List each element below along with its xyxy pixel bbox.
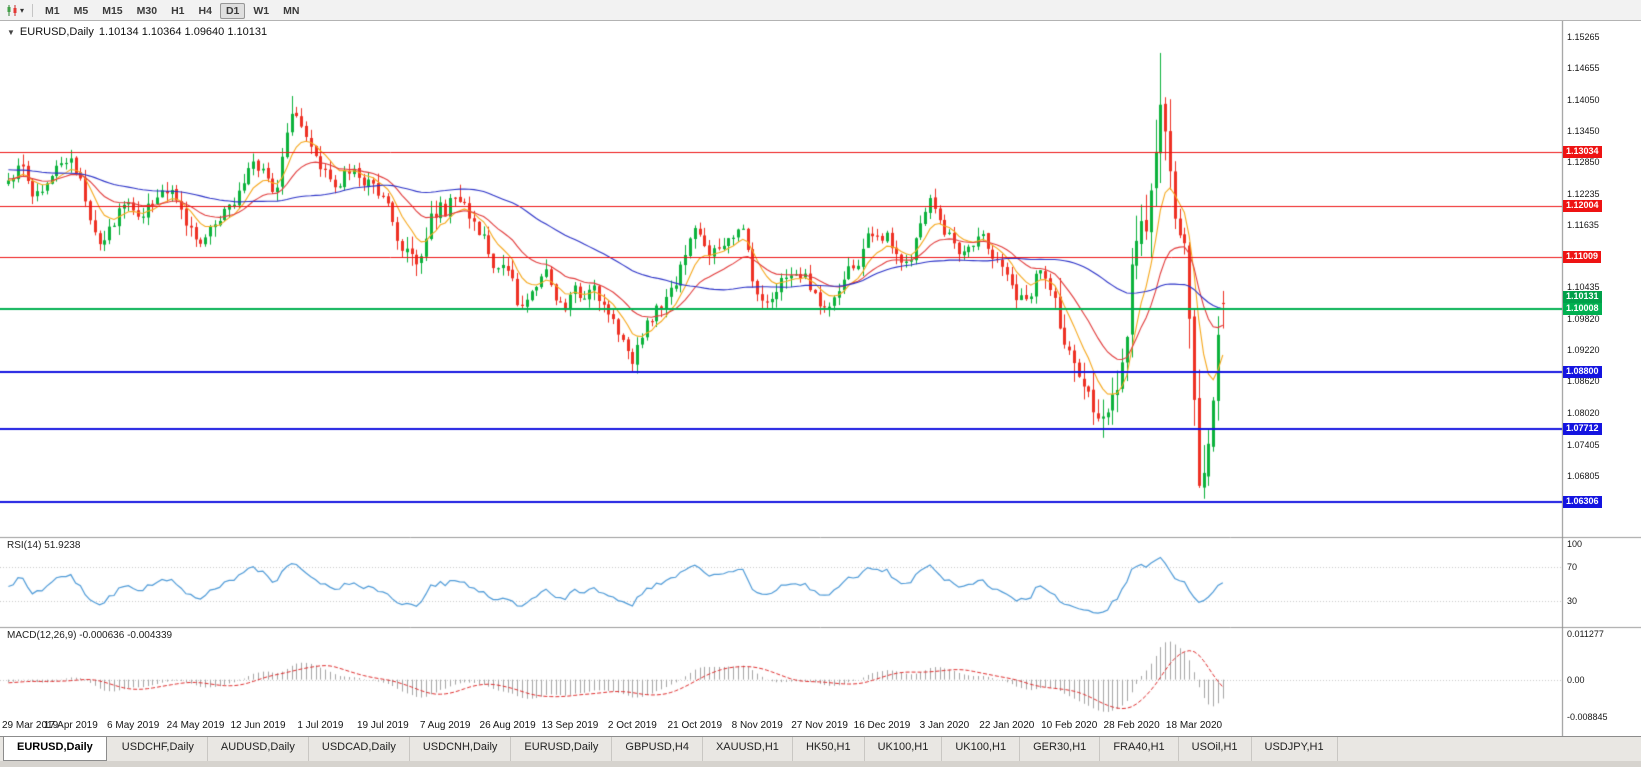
date-label: 18 Mar 2020 [1165,720,1223,731]
tf-button-m30[interactable]: M30 [136,5,158,17]
price-line-label: 1.10008 [1563,303,1602,315]
tab-gbpusd-h4[interactable]: GBPUSD,H4 [612,737,703,761]
date-label: 17 Apr 2019 [43,720,98,731]
tf-button-h1[interactable]: H1 [171,5,185,17]
tf-button-m5[interactable]: M5 [73,5,89,17]
date-label: 16 Dec 2019 [853,720,911,731]
tf-button-h4[interactable]: H4 [198,5,212,17]
tf-button-m15[interactable]: M15 [102,5,123,17]
price-axis-tick: 1.09820 [1567,314,1600,324]
price-axis-tick: 1.10435 [1567,282,1600,292]
date-label: 29 Mar 2019 [2,720,59,731]
chart-symbol: EURUSD,Daily [19,26,94,38]
timeframe-buttons: M1 M5 M15 M30 H1 H4 D1 W1 MN [38,1,306,19]
tab-fra40-h1[interactable]: FRA40,H1 [1100,737,1179,761]
tab-usdchf-daily[interactable]: USDCHF,Daily [109,737,208,761]
price-axis-tick: 1.15265 [1567,32,1600,42]
date-label: 8 Nov 2019 [731,720,783,731]
date-label: 13 Sep 2019 [541,720,599,731]
price-axis-tick: 1.07405 [1567,440,1600,450]
tab-uk100-h1[interactable]: UK100,H1 [942,737,1021,761]
date-label: 6 May 2019 [107,720,160,731]
rsi-axis-tick: 30 [1567,596,1578,606]
date-label: 12 Jun 2019 [230,720,286,731]
price-axis-tick: 1.09220 [1567,345,1600,355]
price-axis-tick: 1.08020 [1567,408,1600,418]
macd-axis-tick: 0.00 [1567,675,1585,685]
price-line-label: 1.06306 [1563,496,1602,508]
tab-usdcad-daily[interactable]: USDCAD,Daily [309,737,410,761]
toolbar-separator [32,3,34,17]
price-line-label: 1.13034 [1563,146,1602,158]
price-axis-tick: 1.08620 [1567,376,1600,386]
tf-button-d1[interactable]: D1 [219,3,246,19]
date-label: 26 Aug 2019 [479,720,536,731]
tab-eurusd-daily[interactable]: EURUSD,Daily [3,737,107,761]
current-price-label: 1.10131 [1563,291,1602,303]
date-label: 27 Nov 2019 [791,720,848,731]
chart-window: ▼ EURUSD,Daily 1.10134 1.10364 1.09640 1… [0,20,1641,737]
rsi-axis-tick: 70 [1567,562,1578,572]
axis-labels: 1.15265 1.14655 1.14050 1.13450 1.12850 1.122… [0,21,1641,737]
tab-usoil-h1[interactable]: USOil,H1 [1179,737,1252,761]
macd-axis-tick: 0.011277 [1567,629,1604,639]
price-line-label: 1.07712 [1563,423,1602,435]
price-line-label: 1.11009 [1563,251,1602,263]
chart-type-icon[interactable]: ▾ [3,3,27,18]
rsi-axis-tick: 100 [1567,539,1583,549]
price-axis-tick: 1.14655 [1567,63,1600,73]
symbol-dropdown-icon[interactable]: ▼ [7,27,15,37]
price-line-label: 1.08800 [1563,366,1602,378]
tab-audusd-daily[interactable]: AUDUSD,Daily [208,737,309,761]
date-label: 21 Oct 2019 [667,720,723,731]
price-axis-tick: 1.06805 [1567,471,1600,481]
price-axis-tick: 1.12235 [1567,189,1600,199]
date-label: 22 Jan 2020 [979,720,1035,731]
tab-eurusd-daily[interactable]: EURUSD,Daily [511,737,613,761]
tf-button-w1[interactable]: W1 [253,5,270,17]
price-axis-tick: 1.11635 [1567,220,1599,230]
macd-axis-tick: -0.008845 [1567,712,1608,722]
date-label: 10 Feb 2020 [1041,720,1098,731]
date-label: 1 Jul 2019 [297,720,344,731]
price-axis-tick: 1.14050 [1567,95,1600,105]
chart-ohlc: 1.10134 1.10364 1.09640 1.10131 [98,26,268,38]
tab-uk100-h1[interactable]: UK100,H1 [865,737,943,761]
price-line-label: 1.12004 [1563,200,1602,212]
price-axis-tick: 1.13450 [1567,126,1600,136]
chevron-down-icon: ▾ [20,5,25,15]
date-label: 2 Oct 2019 [607,720,657,731]
tab-hk50-h1[interactable]: HK50,H1 [793,737,865,761]
chart-title: ▼ EURUSD,Daily 1.10134 1.10364 1.09640 1… [7,26,267,38]
tab-usdjpy-h1[interactable]: USDJPY,H1 [1252,737,1338,761]
candlestick-icon [7,4,17,16]
tf-button-m1[interactable]: M1 [45,5,60,17]
price-chart-canvas[interactable] [0,21,1641,737]
tab-ger30-h1[interactable]: GER30,H1 [1020,737,1101,761]
price-axis-tick: 1.12850 [1567,157,1600,167]
chart-tab-bar: EURUSD,Daily USDCHF,Daily AUDUSD,Daily USDC… [0,736,1641,761]
tab-xauusd-h1[interactable]: XAUUSD,H1 [703,737,793,761]
date-label: 19 Jul 2019 [356,720,409,731]
tab-usdcnh-daily[interactable]: USDCNH,Daily [410,737,512,761]
date-label: 24 May 2019 [166,720,225,731]
tf-button-mn[interactable]: MN [283,5,300,17]
macd-label: MACD(12,26,9) -0.000636 -0.004339 [7,630,173,641]
rsi-label: RSI(14) 51.9238 [7,540,81,551]
timeframe-toolbar: ▾ M1 M5 M15 M30 H1 H4 D1 W1 MN [0,0,1641,21]
date-label: 7 Aug 2019 [419,720,471,731]
date-label: 28 Feb 2020 [1103,720,1160,731]
date-label: 3 Jan 2020 [919,720,970,731]
